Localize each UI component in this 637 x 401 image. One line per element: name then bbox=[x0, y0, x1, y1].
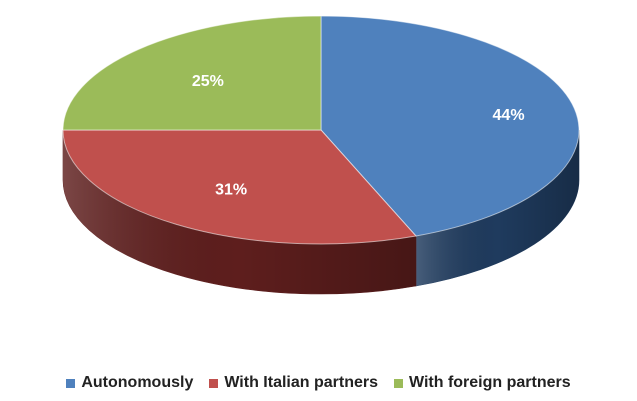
pie-slice-autonomously bbox=[320, 15, 580, 237]
pie-slice-foreign-partners bbox=[62, 15, 322, 131]
legend-label-autonomously: Autonomously bbox=[81, 374, 194, 391]
data-label-foreign-partners: 25% bbox=[192, 73, 224, 90]
legend-item-foreign-partners: With foreign partners bbox=[394, 374, 571, 392]
legend: Autonomously With Italian partners With … bbox=[0, 370, 637, 396]
legend-label-italian-partners: With Italian partners bbox=[224, 374, 378, 391]
legend-swatch-autonomously bbox=[66, 378, 76, 388]
legend-swatch-italian-partners bbox=[209, 378, 219, 388]
legend-item-italian-partners: With Italian partners bbox=[209, 374, 378, 392]
pie-plot-area: 44% 31% 25% bbox=[62, 15, 580, 295]
pie-side-shade-italian-partners bbox=[63, 130, 416, 294]
legend-label-foreign-partners: With foreign partners bbox=[409, 374, 571, 391]
legend-item-autonomously: Autonomously bbox=[66, 374, 193, 392]
data-label-autonomously: 44% bbox=[493, 107, 525, 124]
pie-slice-italian-partners bbox=[62, 129, 417, 245]
legend-swatch-foreign-partners bbox=[394, 378, 403, 388]
pie-side-shade-autonomously bbox=[415, 130, 579, 286]
data-label-italian-partners: 31% bbox=[215, 181, 247, 198]
